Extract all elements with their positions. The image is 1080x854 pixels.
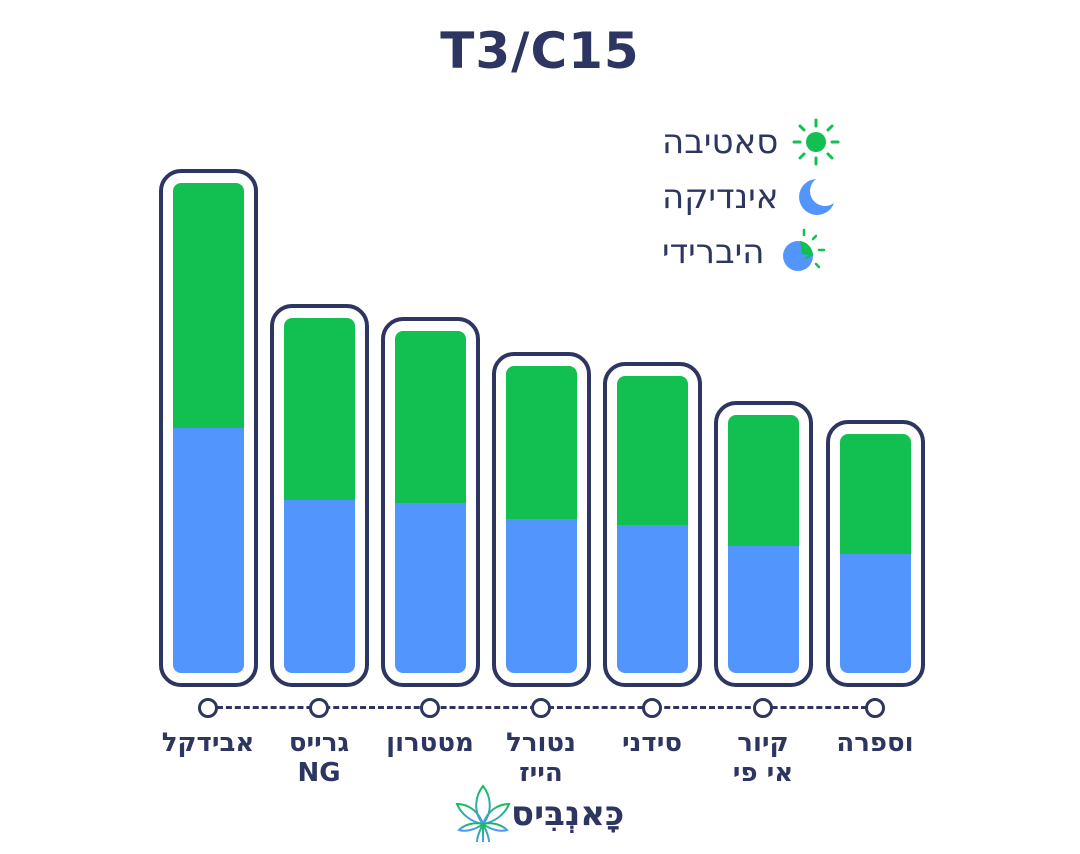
moon-icon — [799, 178, 835, 215]
bar-segment-indica — [839, 554, 911, 673]
bar-segment-sativa — [394, 331, 466, 503]
legend: סאטיבה אינדיקה היברידי — [662, 114, 922, 279]
bar-segment-indica — [283, 500, 355, 673]
sun-icon — [792, 118, 840, 165]
chart-title: T3/C15 — [440, 22, 640, 80]
legend-item-indica: אינדיקה — [662, 169, 922, 224]
legend-label: היברידי — [662, 231, 765, 272]
bar-segment-indica — [727, 546, 799, 673]
legend-label: אינדיקה — [662, 176, 779, 217]
brand-logo: כָּאנְבִּיס — [455, 784, 624, 844]
bar-segment-indica — [616, 525, 688, 673]
bar-segment-sativa — [505, 366, 577, 519]
axis-tick-dot — [865, 698, 885, 718]
x-tick-label: גרייס NG — [288, 728, 350, 788]
bar-segment-indica — [505, 519, 577, 673]
bar-segment-indica — [394, 503, 466, 673]
hybrid-sun-moon-icon — [783, 228, 826, 271]
bar-segment-sativa — [727, 415, 799, 546]
bar-segment-sativa — [616, 376, 688, 525]
legend-item-sativa: סאטיבה — [662, 114, 922, 169]
bar-segment-sativa — [172, 183, 244, 428]
x-tick-label: סידני — [621, 728, 683, 758]
bar-segment-sativa — [283, 318, 355, 500]
x-tick-label: אבידקל — [161, 728, 255, 758]
legend-label: סאטיבה — [662, 121, 779, 162]
x-tick-label: וספרה — [836, 728, 914, 758]
x-tick-label: קיור אי פי — [732, 728, 794, 788]
x-tick-label: מטטרון — [386, 728, 474, 758]
axis-tick-dot — [420, 698, 440, 718]
bar-segment-sativa — [839, 434, 911, 554]
axis-tick-dot — [531, 698, 551, 718]
brand-name: כָּאנְבִּיס — [511, 794, 625, 834]
cannabis-leaf-icon — [455, 784, 511, 843]
x-tick-label: נטורל הייז — [506, 728, 576, 788]
axis-tick-dot — [309, 698, 329, 718]
axis-tick-dot — [753, 698, 773, 718]
legend-item-hybrid: היברידי — [662, 224, 922, 279]
bar-segment-indica — [172, 428, 244, 673]
axis-tick-dot — [642, 698, 662, 718]
axis-tick-dot — [198, 698, 218, 718]
